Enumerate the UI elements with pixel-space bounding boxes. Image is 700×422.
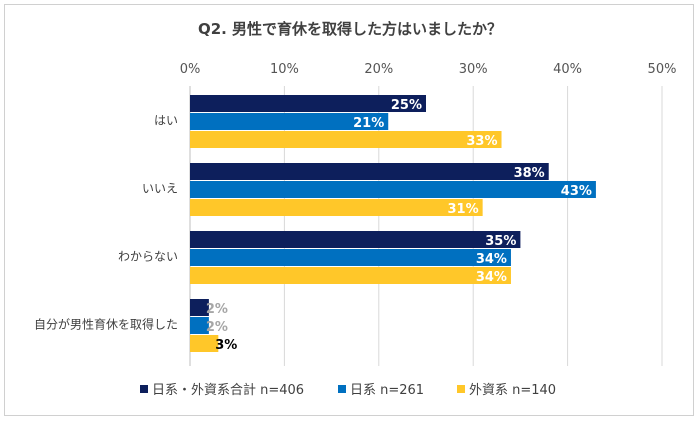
data-labels: 25% 38% 35% 2% 21% 43% 34% 2% 33% 31% 34% 3%	[206, 98, 592, 353]
data-label: 43%	[561, 184, 592, 199]
data-label: 34%	[476, 270, 507, 285]
data-label: 25%	[391, 98, 422, 113]
data-label: 2%	[206, 320, 228, 335]
category-label: 自分が男性育休を取得した	[34, 317, 178, 332]
category-label: はい	[154, 114, 178, 128]
bar	[190, 199, 483, 216]
bar	[190, 267, 511, 284]
bar	[190, 131, 502, 148]
bar	[190, 95, 426, 112]
legend-label: 日系・外資系合計 n=406	[152, 382, 304, 398]
legend-swatch	[140, 385, 148, 393]
data-label: 34%	[476, 252, 507, 267]
bar	[190, 163, 549, 180]
bar	[190, 113, 389, 130]
chart-title: Q2. 男性で育休を取得した方はいましたか？	[198, 20, 502, 38]
x-tick-label: 30%	[459, 62, 488, 77]
legend-swatch	[338, 385, 346, 393]
category-label: いいえ	[142, 182, 178, 196]
x-tick-label: 50%	[648, 62, 677, 77]
data-label: 33%	[466, 134, 497, 149]
bar	[190, 335, 219, 352]
x-tick-label: 20%	[364, 62, 393, 77]
bar	[190, 231, 521, 248]
legend-label: 外資系 n=140	[469, 383, 556, 398]
bar	[190, 317, 209, 334]
bars	[190, 95, 596, 352]
data-label: 21%	[353, 116, 384, 131]
legend-label: 日系 n=261	[350, 383, 424, 398]
data-label: 2%	[206, 302, 228, 317]
data-label: 31%	[448, 202, 479, 217]
category-label: わからない	[118, 250, 178, 264]
data-label: 38%	[514, 166, 545, 181]
bar	[190, 299, 209, 316]
bar	[190, 249, 511, 266]
x-tick-label: 40%	[553, 62, 582, 77]
legend-swatch	[457, 385, 465, 393]
x-axis-ticks: 0% 10% 20% 30% 40% 50%	[180, 62, 677, 77]
bar	[190, 181, 596, 198]
data-label: 35%	[485, 234, 516, 249]
legend: 日系・外資系合計 n=406 日系 n=261 外資系 n=140	[140, 382, 556, 398]
x-tick-label: 10%	[270, 62, 299, 77]
data-label: 3%	[215, 338, 237, 353]
x-tick-label: 0%	[180, 62, 201, 77]
